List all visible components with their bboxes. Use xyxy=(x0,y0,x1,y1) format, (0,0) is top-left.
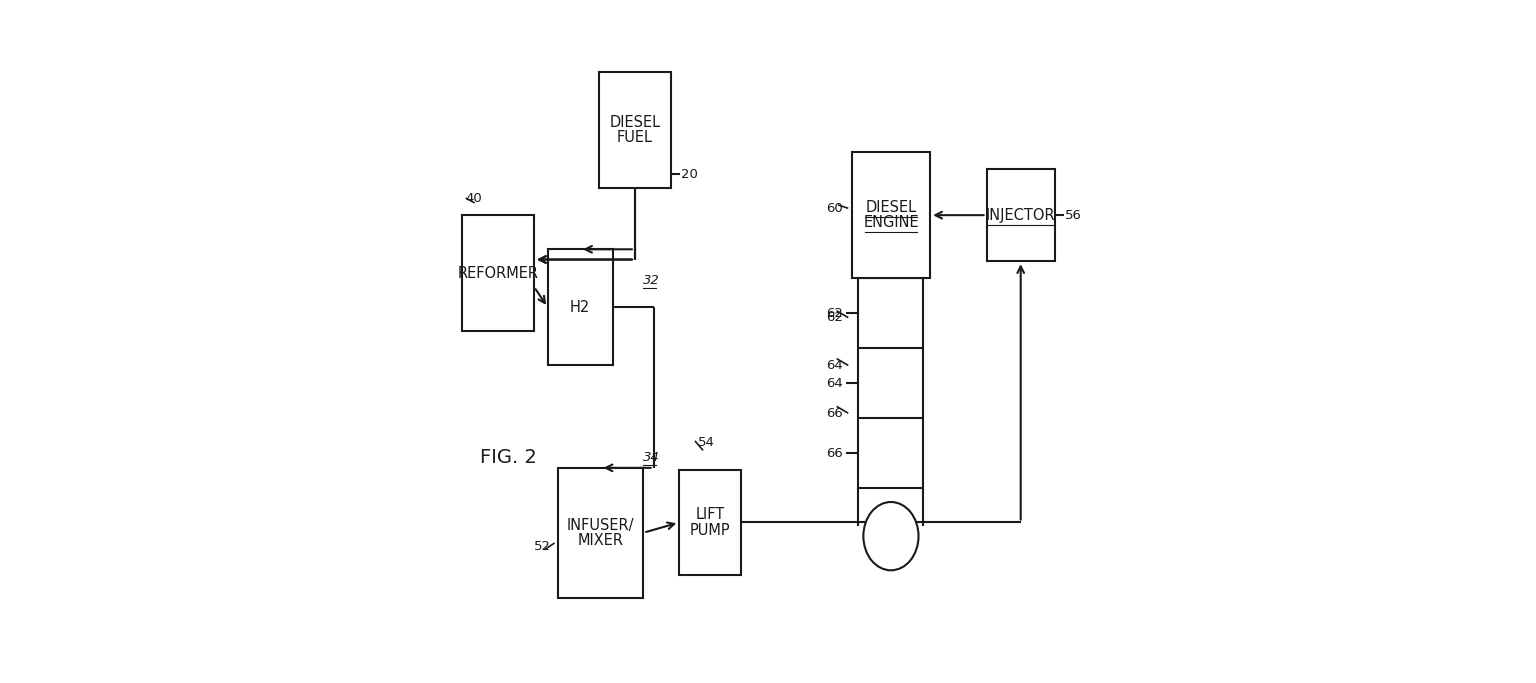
Text: 34: 34 xyxy=(644,451,660,464)
Text: 54: 54 xyxy=(697,436,714,449)
Ellipse shape xyxy=(863,502,919,570)
Text: 20: 20 xyxy=(680,167,697,181)
Text: FUEL: FUEL xyxy=(617,130,653,145)
Bar xyxy=(558,468,644,598)
Text: 62: 62 xyxy=(826,307,843,320)
Text: DIESEL: DIESEL xyxy=(610,115,660,130)
Text: LIFT: LIFT xyxy=(696,507,725,522)
Text: DIESEL: DIESEL xyxy=(865,200,917,215)
Text: ENGINE: ENGINE xyxy=(863,215,919,230)
Text: MIXER: MIXER xyxy=(578,533,624,548)
Text: 32: 32 xyxy=(644,273,660,287)
Text: H2: H2 xyxy=(570,300,590,315)
Bar xyxy=(851,152,931,279)
Text: 62: 62 xyxy=(826,311,843,324)
Text: 64: 64 xyxy=(826,377,842,390)
Text: 66: 66 xyxy=(826,447,842,460)
Bar xyxy=(986,169,1055,261)
Text: 56: 56 xyxy=(1064,208,1081,222)
Bar xyxy=(462,215,535,331)
Bar xyxy=(859,279,923,488)
Bar xyxy=(548,249,613,365)
Text: 66: 66 xyxy=(826,406,842,420)
Text: 64: 64 xyxy=(826,359,842,372)
Bar xyxy=(679,470,740,575)
Text: PUMP: PUMP xyxy=(690,522,730,538)
Text: 40: 40 xyxy=(465,191,482,205)
Text: INFUSER/: INFUSER/ xyxy=(567,518,634,533)
Bar xyxy=(599,72,671,188)
Text: INJECTOR: INJECTOR xyxy=(986,208,1055,223)
Text: REFORMER: REFORMER xyxy=(458,266,539,281)
Text: FIG. 2: FIG. 2 xyxy=(481,448,538,467)
Text: 52: 52 xyxy=(535,540,551,553)
Text: 60: 60 xyxy=(826,201,842,215)
